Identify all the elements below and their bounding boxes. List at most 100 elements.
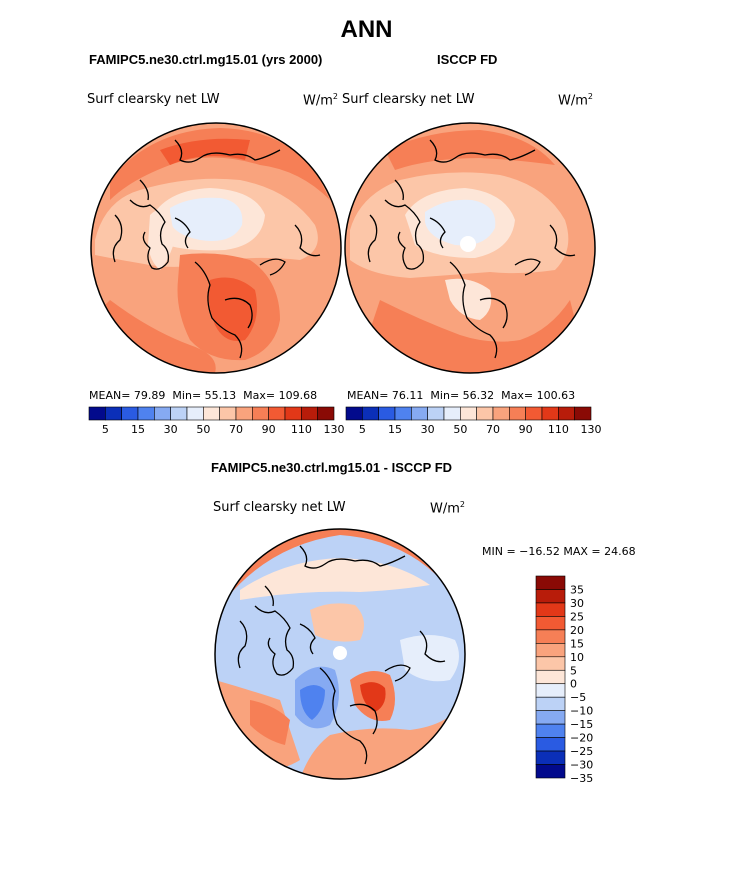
panel1-field-high-north — [110, 128, 330, 200]
panel3-field-low-north — [240, 558, 430, 600]
panel1-colorbar-swatch — [235, 406, 253, 421]
panel2-colorbar-swatch — [411, 406, 428, 421]
panel3-colorbar-swatch — [535, 616, 566, 631]
panel1-map — [91, 123, 341, 373]
panel2-colorbar-tick: 15 — [388, 423, 402, 436]
panel2-colorbar-swatch — [541, 406, 559, 421]
panel2-colorbar-swatch — [476, 406, 494, 421]
panel2-colorbar-swatch — [509, 406, 526, 421]
panel3-colorbar-swatch — [535, 575, 566, 590]
panel3-map — [215, 529, 465, 779]
panel1-colorbar-swatch — [170, 406, 188, 421]
panel3-colorbar-tick: 30 — [570, 597, 584, 610]
panel2-units: W/m2 — [558, 92, 593, 108]
panel3-colorbar-tick: −20 — [570, 732, 593, 745]
panel3-colorbar-swatch — [535, 696, 566, 711]
panel1-colorbar-swatch — [154, 406, 171, 421]
panel3-colorbar-swatch — [535, 589, 566, 604]
panel3-units: W/m2 — [430, 500, 465, 516]
panel2-colorbar-swatch — [558, 406, 575, 421]
panel2-pole-hole — [460, 236, 476, 252]
panel1-colorbar-swatch — [252, 406, 269, 421]
panel3-colorbar-tick: −35 — [570, 772, 593, 785]
panel3-map-frame — [214, 528, 466, 780]
panel3-title: FAMIPC5.ne30.ctrl.mg15.01 - ISCCP FD — [211, 460, 453, 475]
panel3-colorbar-tick: −5 — [570, 691, 586, 704]
panel2-colorbar-swatch — [443, 406, 461, 421]
panel1-colorbar-tick: 90 — [262, 423, 276, 436]
panel1-field-peak-north — [160, 138, 250, 165]
panel1-coastlines — [112, 139, 331, 359]
panel3-variable: Surf clearsky net LW — [213, 500, 346, 515]
panel3-colorbar-swatch — [535, 750, 566, 765]
panel2-colorbar-tick: 50 — [453, 423, 467, 436]
panel1-colorbar-swatch — [121, 406, 139, 421]
panel3-pole-hole — [333, 646, 347, 660]
panel1-mean-label: MEAN= — [89, 389, 131, 402]
panel1-colorbar-tick: 130 — [324, 423, 345, 436]
panel1-colorbar-swatch — [88, 406, 106, 421]
panel3-colorbar-tick: 15 — [570, 637, 584, 650]
panel3-field-colder-center — [300, 685, 325, 720]
panel3-colorbar-swatch — [535, 764, 566, 779]
panel3-field-peak-east — [360, 682, 386, 712]
panel2-mean-label: MEAN= — [347, 389, 389, 402]
panel3-colorbar-swatch — [535, 669, 566, 685]
panel1-units: W/m2 — [303, 92, 338, 108]
panel3-units-base: W/m — [430, 501, 460, 517]
panel3-field-high-north — [220, 529, 460, 600]
panel1-colorbar-swatch — [301, 406, 318, 421]
panel2-min-label: Min= — [430, 389, 460, 402]
panel1-min-label: Min= — [172, 389, 202, 402]
panel1-colorbar-swatch — [137, 406, 155, 421]
panel3-colorbar-tick: 35 — [570, 583, 584, 596]
panel2-max: 100.63 — [536, 389, 576, 402]
panel2-colorbar-tick: 70 — [486, 423, 500, 436]
panel3-units-exp: 2 — [459, 500, 465, 509]
panel2-colorbar-swatch — [427, 406, 445, 421]
panel1-colorbar-swatch — [186, 406, 204, 421]
panel2-units-exp: 2 — [587, 92, 593, 101]
panel3-colorbar-tick: −10 — [570, 705, 593, 718]
panel1-colorbar-tick: 5 — [102, 423, 109, 436]
panel2-colorbar-swatch — [525, 406, 543, 421]
panel1-colorbar-tick: 70 — [229, 423, 243, 436]
panel2-field-high-south — [370, 300, 580, 373]
panel3-colorbar-tick: 5 — [570, 664, 577, 677]
panel1-variable: Surf clearsky net LW — [87, 92, 220, 107]
page-title: ANN — [340, 16, 393, 43]
panel1-min: 55.13 — [204, 389, 237, 402]
panel2-colorbar-tick: 130 — [581, 423, 602, 436]
panel3-colorbar-swatch — [535, 643, 566, 658]
panel2-map — [345, 123, 595, 373]
panel1-colorbar-swatch — [317, 406, 335, 421]
panel1-max-label: Max= — [243, 389, 276, 402]
panel1-units-base: W/m — [303, 93, 333, 109]
panel1-colorbar: 5 15 30 50 70 90 110 130 — [88, 406, 345, 436]
panel2-colorbar-tick: 110 — [548, 423, 569, 436]
panel2-map-frame — [344, 122, 596, 374]
panel2-max-label: Max= — [501, 389, 534, 402]
panel1-map-frame — [90, 122, 342, 374]
panel1-field-peak-south — [208, 277, 258, 341]
panel2-colorbar-swatch — [460, 406, 477, 421]
panel2-variable: Surf clearsky net LW — [342, 92, 475, 107]
panel1-title: FAMIPC5.ne30.ctrl.mg15.01 (yrs 2000) — [89, 52, 323, 67]
panel2-min: 56.32 — [462, 389, 495, 402]
panel2-colorbar-swatch — [574, 406, 592, 421]
panel3-colorbar-tick: −15 — [570, 718, 593, 731]
panel3-colorbar-tick: −30 — [570, 759, 593, 772]
panel1-max: 109.68 — [278, 389, 318, 402]
panel3-colorbar-swatch — [535, 629, 566, 644]
panel1-colorbar-swatch — [268, 406, 286, 421]
panel3-colorbar-tick: 10 — [570, 651, 584, 664]
panel2-colorbar-swatch — [345, 406, 363, 421]
panel2-colorbar-tick: 5 — [359, 423, 366, 436]
panel3-colorbar-swatch — [535, 602, 566, 617]
panel2-field-low-south — [445, 278, 492, 320]
panel2-colorbar-swatch — [394, 406, 412, 421]
panel2-colorbar-swatch — [492, 406, 510, 421]
panel3-colorbar-swatch — [535, 723, 566, 738]
panel3-colorbar-tick: −25 — [570, 745, 593, 758]
